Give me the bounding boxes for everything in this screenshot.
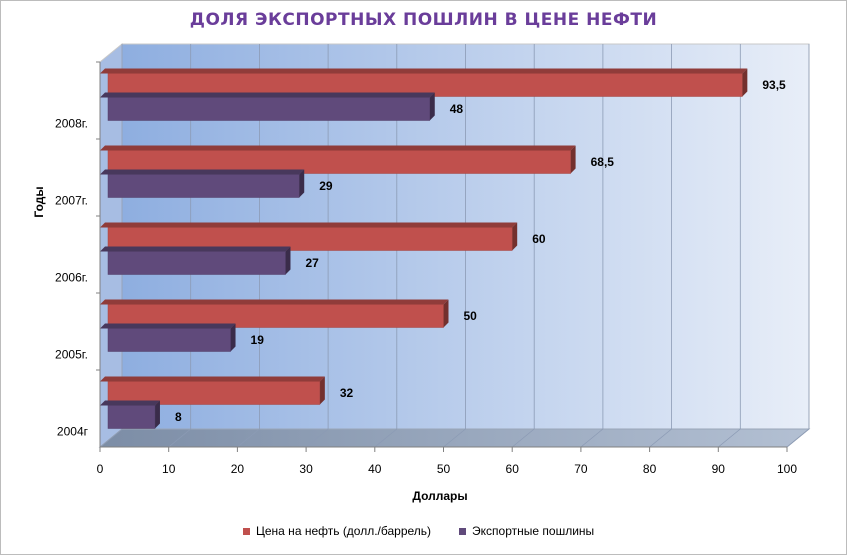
data-label: 48	[450, 102, 464, 116]
bar	[107, 381, 321, 405]
floor-gridline	[649, 428, 672, 448]
legend-label-oil-price: Цена на нефть (долл./баррель)	[256, 524, 432, 538]
x-tick-label: 80	[643, 462, 657, 476]
bar-top-face	[100, 222, 518, 228]
bar-top-face	[100, 68, 748, 74]
floor-gridline	[443, 428, 466, 448]
data-label: 68,5	[591, 155, 615, 169]
bar-side-face	[319, 376, 325, 405]
bar	[107, 150, 571, 174]
floor-gridline	[511, 428, 535, 448]
bar	[107, 174, 300, 198]
y-category-label: 2006г.	[55, 271, 88, 285]
x-tick-label: 20	[231, 462, 245, 476]
bar	[107, 405, 156, 429]
y-category-label: 2005г.	[55, 348, 88, 362]
bar-side-face	[443, 299, 449, 328]
bar	[107, 97, 431, 121]
bar	[107, 328, 231, 352]
bar-top-face	[100, 92, 435, 98]
data-label: 32	[340, 386, 354, 400]
x-tick-label: 100	[777, 462, 797, 476]
bar	[107, 304, 444, 328]
legend-swatch-export-duties	[459, 527, 467, 535]
floor-gridline	[168, 428, 191, 448]
legend-swatch-oil-price	[243, 527, 250, 535]
data-label: 60	[532, 232, 546, 246]
data-label: 27	[305, 256, 319, 270]
y-category-label: 2008г.	[55, 117, 88, 131]
x-tick-label: 70	[574, 462, 588, 476]
x-tick-label: 50	[437, 462, 451, 476]
bar-top-face	[100, 246, 291, 252]
bar-side-face	[285, 246, 291, 275]
bar-top-face	[100, 169, 305, 175]
legend-item-export-duties: Экспортные пошлины	[459, 524, 594, 538]
bar	[107, 251, 286, 275]
data-label: 29	[319, 179, 333, 193]
floor-gridline	[580, 428, 604, 448]
bar-side-face	[512, 222, 518, 251]
data-label: 93,5	[762, 78, 786, 92]
bar-side-face	[570, 145, 576, 174]
legend-label-export-duties: Экспортные пошлины	[472, 524, 595, 538]
floor-gridline	[718, 428, 741, 448]
x-tick-label: 90	[712, 462, 726, 476]
floor-gridline	[786, 428, 810, 448]
floor-gridline	[374, 428, 398, 448]
x-tick-label: 30	[299, 462, 313, 476]
legend-item-oil-price: Цена на нефть (долл./баррель)	[243, 524, 431, 538]
bar-top-face	[100, 323, 236, 329]
bar	[107, 227, 513, 251]
floor-gridline	[237, 428, 260, 448]
x-tick-label: 40	[368, 462, 382, 476]
data-label: 19	[251, 333, 265, 347]
bar-side-face	[742, 68, 748, 97]
x-tick-label: 10	[162, 462, 176, 476]
data-label: 8	[175, 410, 182, 424]
bar-side-face	[230, 323, 236, 352]
floor-gridline	[99, 428, 123, 448]
bar-side-face	[154, 400, 160, 429]
legend: Цена на нефть (долл./баррель) Экспортные…	[243, 524, 622, 538]
bar-top-face	[100, 299, 449, 305]
x-tick-label: 60	[506, 462, 520, 476]
y-category-label: 2004г	[57, 425, 89, 439]
y-category-label: 2007г.	[55, 194, 88, 208]
bar-top-face	[100, 376, 325, 382]
data-label: 50	[464, 309, 478, 323]
bar-side-face	[299, 169, 305, 198]
bar-side-face	[429, 92, 435, 121]
bar-top-face	[100, 145, 576, 151]
x-axis-title: Доллары	[412, 489, 468, 503]
bar-top-face	[100, 400, 160, 406]
floor-gridline	[305, 428, 329, 448]
chart-title: ДОЛЯ ЭКСПОРТНЫХ ПОШЛИН В ЦЕНЕ НЕФТИ	[189, 10, 658, 30]
x-tick-label: 0	[97, 462, 104, 476]
